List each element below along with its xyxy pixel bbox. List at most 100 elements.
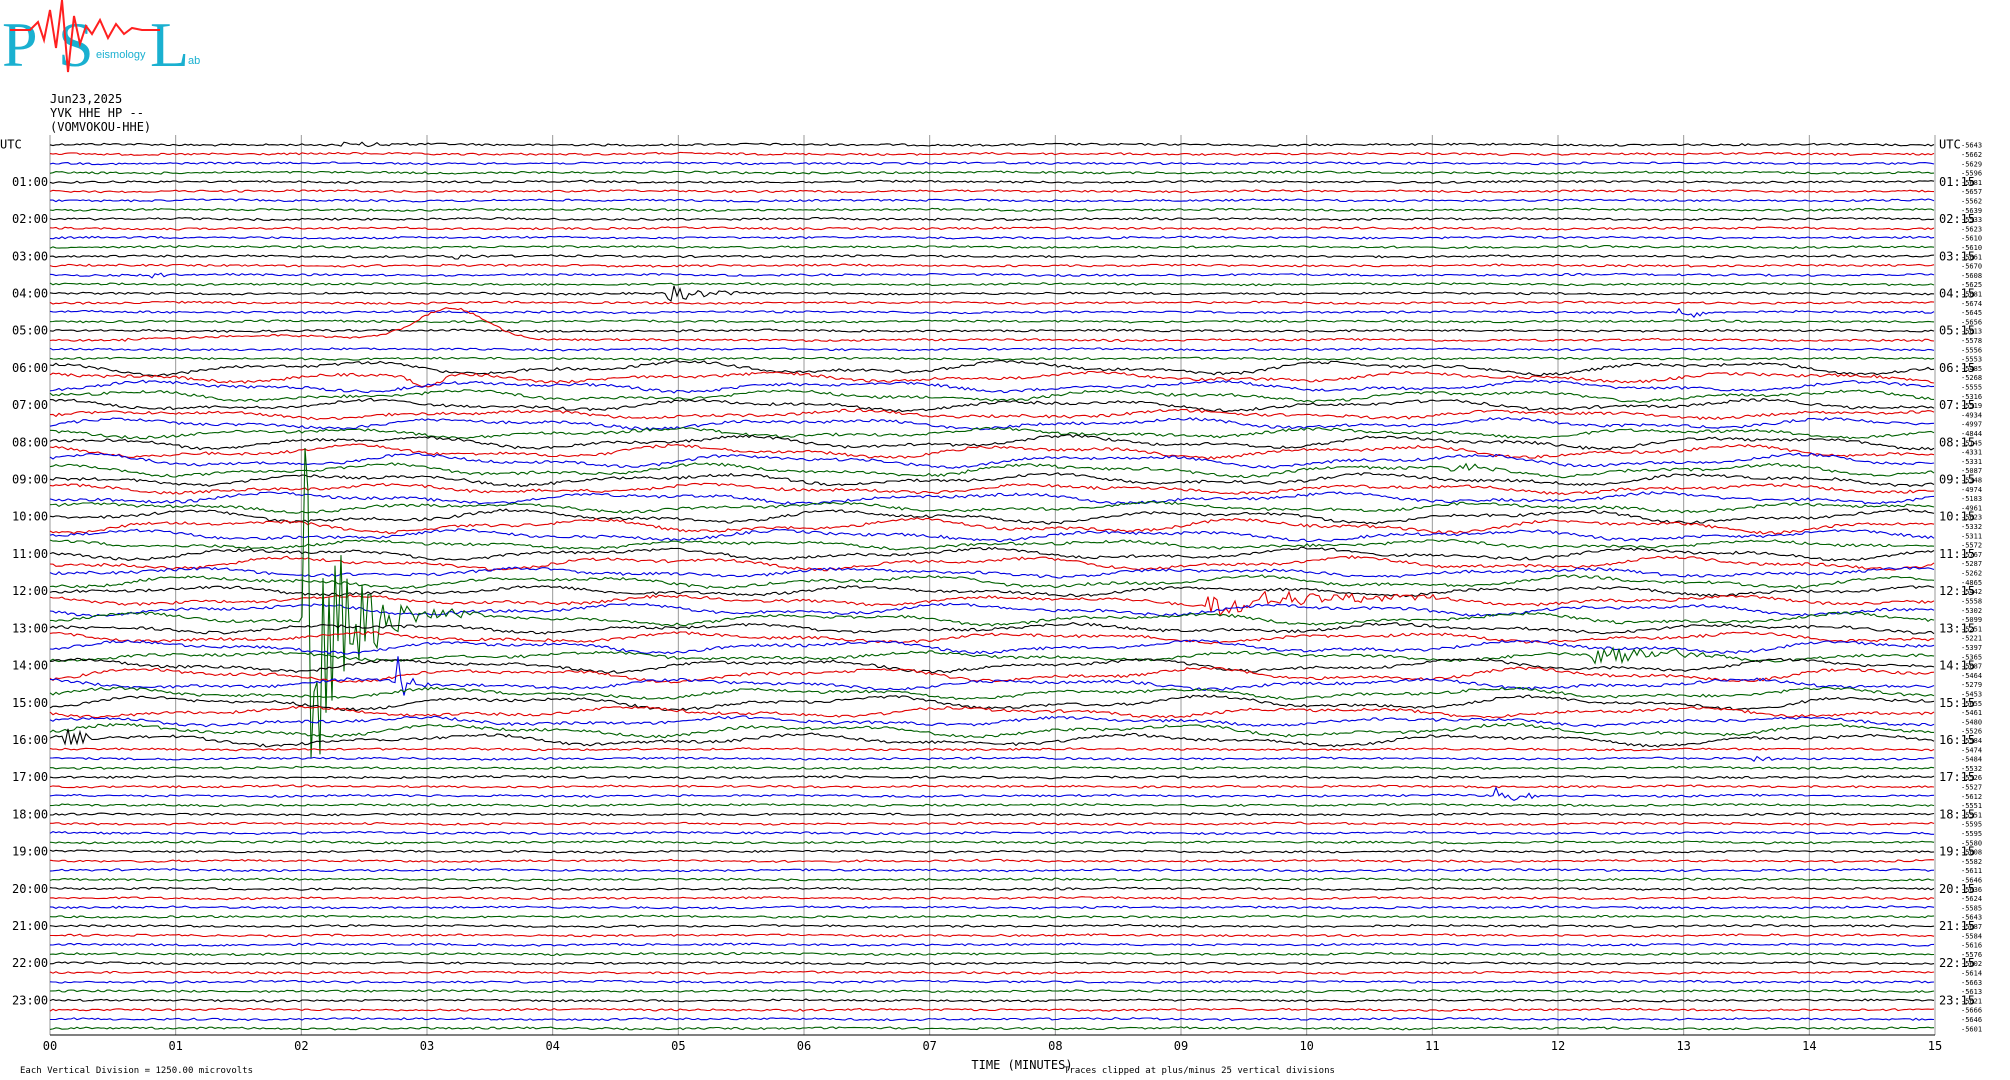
row-offset-label: -5611 — [1961, 867, 1982, 875]
trace-row-47 — [49, 574, 1935, 590]
trace-row-44 — [49, 546, 1935, 562]
hour-label-right: 10:15 — [1939, 510, 1975, 524]
row-offset-label: -5551 — [1961, 802, 1982, 810]
trace-row-41 — [49, 517, 1935, 535]
trace-row-15 — [49, 282, 1935, 287]
trace-row-63 — [49, 722, 1934, 739]
row-offset-label: -5348 — [1961, 477, 1982, 485]
hour-label-left: 14:00 — [12, 659, 48, 673]
row-offset-label: -5365 — [1961, 653, 1982, 661]
trace-row-73 — [50, 821, 1935, 826]
row-offset-label: -5302 — [1961, 607, 1982, 615]
row-offset-label: -5526 — [1961, 774, 1982, 782]
trace-row-58 — [49, 656, 1935, 696]
trace-row-51 — [49, 447, 1935, 759]
trace-row-40 — [49, 508, 1935, 525]
trace-row-29 — [49, 408, 1935, 421]
hour-label-right: 13:15 — [1939, 621, 1975, 635]
trace-row-31 — [49, 426, 1935, 440]
trace-row-53 — [49, 630, 1935, 645]
row-offset-label: -5687 — [1961, 923, 1982, 931]
hour-label-right: 05:15 — [1939, 324, 1975, 338]
trace-row-71 — [49, 803, 1935, 808]
row-offset-label: -5610 — [1961, 235, 1982, 243]
row-offset-label: -4961 — [1961, 504, 1982, 512]
trace-row-20 — [49, 328, 1935, 333]
trace-row-42 — [49, 528, 1935, 543]
x-tick-label: 05 — [671, 1039, 685, 1053]
trace-row-11 — [49, 244, 1935, 250]
row-offset-label: -5596 — [1961, 170, 1982, 178]
row-offset-label: -5614 — [1961, 970, 1982, 978]
trace-row-17 — [49, 300, 1935, 305]
row-offset-label: -5572 — [1961, 542, 1982, 550]
x-tick-label: 02 — [294, 1039, 308, 1053]
hour-label-right: 07:15 — [1939, 398, 1975, 412]
hour-label-right: 17:15 — [1939, 770, 1975, 784]
row-offset-label: -5553 — [1961, 356, 1982, 364]
hour-label-right: 04:15 — [1939, 286, 1975, 300]
row-offset-label: -4865 — [1961, 579, 1982, 587]
row-offset-label: -4997 — [1961, 421, 1982, 429]
trace-row-56 — [49, 657, 1935, 674]
trace-row-36 — [49, 472, 1935, 488]
row-offset-label: -4844 — [1961, 430, 1982, 438]
row-offset-label: -5645 — [1961, 309, 1982, 317]
hour-label-right: UTC — [1939, 138, 1961, 152]
hour-label-left: 16:00 — [12, 733, 48, 747]
row-offset-label: -5657 — [1961, 188, 1982, 196]
row-offset-label: -5621 — [1961, 997, 1982, 1005]
trace-row-48 — [49, 585, 1935, 598]
trace-row-90 — [49, 979, 1935, 984]
logo-seismic-wave — [10, 0, 160, 73]
row-offset-label: -5613 — [1961, 988, 1982, 996]
trace-row-0 — [49, 141, 1935, 148]
row-offset-label: -5556 — [1961, 346, 1982, 354]
row-offset-label: -5464 — [1961, 672, 1982, 680]
trace-row-49 — [49, 590, 1935, 617]
x-tick-label: 08 — [1048, 1039, 1062, 1053]
trace-row-30 — [49, 416, 1935, 431]
trace-row-59 — [49, 686, 1935, 701]
trace-row-86 — [49, 942, 1935, 947]
hour-label-right: 18:15 — [1939, 807, 1975, 821]
hour-label-right: 06:15 — [1939, 361, 1975, 375]
trace-row-65 — [49, 747, 1935, 752]
trace-row-5 — [49, 189, 1935, 194]
trace-row-25 — [49, 370, 1935, 388]
hour-label-left: 05:00 — [12, 324, 48, 338]
row-offset-label: -5674 — [1961, 300, 1982, 308]
x-tick-label: 03 — [420, 1039, 434, 1053]
row-offset-label: -5526 — [1961, 728, 1982, 736]
row-offset-label: -5527 — [1961, 783, 1982, 791]
x-tick-label: 10 — [1299, 1039, 1313, 1053]
hour-label-left: 17:00 — [12, 770, 48, 784]
hour-label-right: 22:15 — [1939, 956, 1975, 970]
x-tick-label: 06 — [797, 1039, 811, 1053]
row-offset-label: -5681 — [1961, 290, 1982, 298]
row-offset-label: -5595 — [1961, 830, 1982, 838]
hour-label-right: 23:15 — [1939, 993, 1975, 1007]
hour-label-left: 04:00 — [12, 286, 48, 300]
hour-label-left: UTC — [0, 138, 22, 152]
row-offset-label: -5558 — [1961, 597, 1982, 605]
row-offset-label: -5332 — [1961, 523, 1982, 531]
hour-label-left: 09:00 — [12, 473, 48, 487]
trace-row-74 — [49, 830, 1934, 836]
row-offset-label: -5584 — [1961, 737, 1982, 745]
logo-letter-l: L — [150, 9, 189, 80]
trace-row-78 — [49, 868, 1935, 873]
row-offset-label: -5623 — [1961, 225, 1982, 233]
trace-row-2 — [49, 161, 1935, 166]
hour-label-right: 11:15 — [1939, 547, 1975, 561]
x-tick-label: 04 — [545, 1039, 559, 1053]
row-offset-label: -5551 — [1961, 811, 1982, 819]
x-tick-label: 07 — [922, 1039, 936, 1053]
trace-row-22 — [49, 347, 1935, 352]
row-offset-label: -5670 — [1961, 263, 1982, 271]
row-offset-label: -5580 — [1961, 839, 1982, 847]
logo-subtext-seismology: eismology — [96, 49, 146, 61]
trace-row-88 — [49, 961, 1935, 966]
trace-row-10 — [49, 235, 1935, 240]
trace-row-38 — [49, 491, 1935, 505]
